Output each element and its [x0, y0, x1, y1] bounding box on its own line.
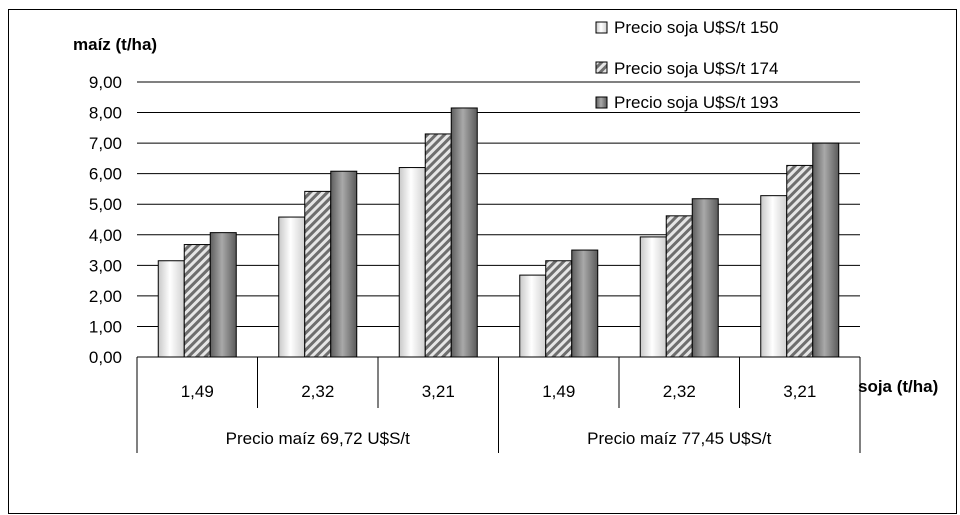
bar	[571, 249, 599, 358]
x-tick-label: 3,21	[783, 382, 816, 401]
y-tick-label: 2,00	[89, 287, 122, 306]
legend: Precio soja U$S/t 150 Precio soja U$S/t …	[595, 18, 778, 112]
y-tick-label: 3,00	[89, 256, 122, 275]
x-axis: 1,49 2,32 3,21 1,49 2,32 3,21 Precio maíz 69,7…	[136, 356, 861, 453]
y-tick-label: 4,00	[89, 226, 122, 245]
bar	[545, 260, 573, 358]
bar	[398, 167, 426, 358]
legend-label-150: Precio soja U$S/t 150	[614, 18, 778, 37]
x-tick-label: 1,49	[542, 382, 575, 401]
bar	[209, 232, 237, 358]
bar	[450, 107, 478, 358]
bar	[304, 190, 332, 358]
y-axis-title: maíz (t/ha)	[73, 35, 157, 54]
x-tick-label: 2,32	[663, 382, 696, 401]
x-tick-label: 2,32	[301, 382, 334, 401]
x-tick-label: 1,49	[181, 382, 214, 401]
y-tick-label: 8,00	[89, 104, 122, 123]
bar	[786, 164, 814, 358]
legend-label-193: Precio soja U$S/t 193	[614, 93, 778, 112]
bar	[665, 215, 693, 358]
x-group-label: Precio maíz 69,72 U$S/t	[226, 429, 411, 448]
legend-item-174: Precio soja U$S/t 174	[595, 59, 778, 78]
bar	[812, 142, 840, 358]
y-tick-label: 1,00	[89, 317, 122, 336]
bar	[183, 244, 211, 358]
bar	[157, 260, 185, 358]
y-tick-labels: 0,00 1,00 2,00 3,00 4,00 5,00 6,00 7,00 8,00 9,00	[89, 73, 122, 367]
legend-swatch-174	[595, 61, 608, 74]
bar	[278, 216, 306, 358]
bar	[519, 274, 547, 358]
x-tick-label: 3,21	[422, 382, 455, 401]
bar	[424, 133, 452, 358]
y-tick-label: 5,00	[89, 195, 122, 214]
y-tick-label: 0,00	[89, 348, 122, 367]
x-group-label: Precio maíz 77,45 U$S/t	[587, 429, 772, 448]
bar	[760, 195, 788, 358]
bar	[691, 198, 719, 358]
x-axis-title: soja (t/ha)	[858, 377, 938, 396]
y-tick-label: 6,00	[89, 165, 122, 184]
bars	[157, 107, 840, 358]
legend-item-150: Precio soja U$S/t 150	[595, 18, 778, 37]
legend-swatch-193	[595, 96, 608, 109]
bar	[330, 170, 358, 358]
y-tick-label: 9,00	[89, 73, 122, 92]
legend-label-174: Precio soja U$S/t 174	[614, 59, 778, 78]
bar	[639, 236, 667, 358]
legend-item-193: Precio soja U$S/t 193	[595, 93, 778, 112]
legend-swatch-150	[595, 21, 608, 34]
gridlines	[137, 81, 860, 358]
y-tick-label: 7,00	[89, 134, 122, 153]
